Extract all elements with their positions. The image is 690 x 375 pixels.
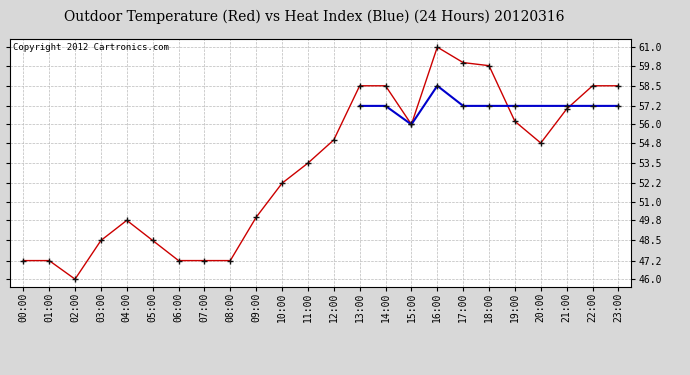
Text: Copyright 2012 Cartronics.com: Copyright 2012 Cartronics.com — [14, 43, 169, 52]
Text: Outdoor Temperature (Red) vs Heat Index (Blue) (24 Hours) 20120316: Outdoor Temperature (Red) vs Heat Index … — [63, 9, 564, 24]
